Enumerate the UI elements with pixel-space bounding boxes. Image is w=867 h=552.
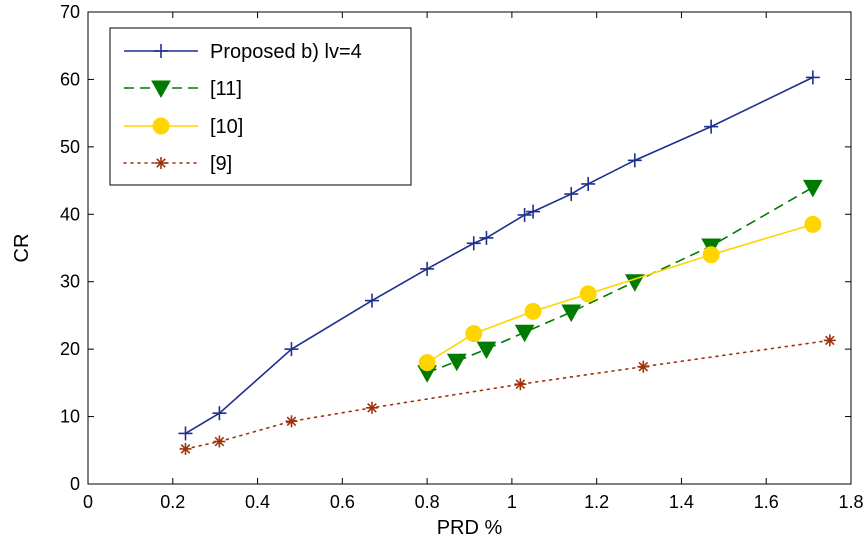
data-point-proposed-b-lv-4 <box>466 236 481 251</box>
legend: Proposed b) lv=4 [11] [10] [9] <box>109 27 412 186</box>
series-10 <box>418 215 822 372</box>
y-tick-label: 20 <box>60 339 80 359</box>
x-tick-label: 1.8 <box>838 492 863 512</box>
data-point-9 <box>366 401 379 414</box>
y-tick-label: 40 <box>60 204 80 224</box>
x-tick-label: 0.8 <box>415 492 440 512</box>
data-point-9 <box>213 435 226 448</box>
ticks-layer: 0 0.2 0.4 0.6 0.8 1 1.2 1.4 1.6 1.8 0 10 20 30 40 50 60 7… <box>60 2 864 512</box>
x-tick-label: 0.2 <box>160 492 185 512</box>
legend-entry-10: [10] <box>124 116 243 138</box>
legend-entry-9: [9] <box>123 153 232 175</box>
data-point-proposed-b-lv-4 <box>517 207 532 222</box>
data-point-10 <box>579 285 597 303</box>
data-point-9 <box>514 378 527 391</box>
y-tick-label: 60 <box>60 69 80 89</box>
series-9 <box>179 334 836 455</box>
y-tick-label: 70 <box>60 2 80 22</box>
data-point-9 <box>285 415 298 428</box>
data-point-9 <box>179 442 192 455</box>
y-tick-label: 50 <box>60 137 80 157</box>
data-point-11 <box>446 353 467 372</box>
data-point-proposed-b-lv-4 <box>805 70 820 85</box>
data-point-11 <box>514 324 535 343</box>
series-line-proposed-b-lv-4 <box>185 76 814 435</box>
x-tick-label: 1.4 <box>669 492 694 512</box>
x-tick-label: 1.6 <box>754 492 779 512</box>
data-point-11 <box>476 341 497 360</box>
y-axis-label: CR <box>11 234 33 263</box>
data-point-11 <box>624 274 645 292</box>
legend-label-11: [11] <box>210 78 242 100</box>
data-point-10 <box>804 215 822 233</box>
data-point-10 <box>702 246 720 264</box>
series-line-10 <box>426 223 814 364</box>
legend-marker-10 <box>152 117 170 135</box>
data-point-11 <box>561 304 582 323</box>
x-tick-label: 1 <box>507 492 517 512</box>
data-point-10 <box>418 354 436 372</box>
x-tick-label: 0.4 <box>245 492 270 512</box>
legend-entries: Proposed b) lv=4 [11] [10] [9] <box>123 41 362 175</box>
data-point-proposed-b-lv-4 <box>627 153 642 168</box>
x-axis-label: PRD % <box>437 517 503 539</box>
legend-box <box>109 27 412 186</box>
x-tick-label: 1.2 <box>584 492 609 512</box>
data-point-proposed-b-lv-4 <box>704 119 719 134</box>
data-point-proposed-b-lv-4 <box>526 204 541 219</box>
data-point-proposed-b-lv-4 <box>564 187 579 202</box>
data-point-proposed-b-lv-4 <box>178 426 193 441</box>
y-tick-label: 30 <box>60 272 80 292</box>
legend-entry-proposed-b-lv-4: Proposed b) lv=4 <box>124 41 362 63</box>
legend-marker-proposed-b-lv-4 <box>154 44 168 58</box>
data-point-proposed-b-lv-4 <box>212 406 227 421</box>
data-point-proposed-b-lv-4 <box>420 261 435 276</box>
y-tick-label: 0 <box>70 474 80 494</box>
series-proposed-b-lv-4 <box>178 70 820 441</box>
legend-label-9: [9] <box>210 153 232 175</box>
x-tick-label: 0 <box>83 492 93 512</box>
legend-label-proposed-b-lv-4: Proposed b) lv=4 <box>210 41 362 63</box>
legend-marker-11 <box>151 80 171 99</box>
data-point-10 <box>465 325 483 343</box>
legend-entry-11: [11] <box>124 78 242 100</box>
data-point-11 <box>802 179 823 198</box>
data-point-9 <box>637 360 650 373</box>
data-point-9 <box>823 334 836 347</box>
y-tick-label: 10 <box>60 407 80 427</box>
data-point-10 <box>524 302 542 320</box>
legend-marker-9 <box>155 157 167 169</box>
data-point-proposed-b-lv-4 <box>365 293 380 308</box>
data-point-proposed-b-lv-4 <box>581 176 596 191</box>
x-tick-label: 0.6 <box>330 492 355 512</box>
plot-frame <box>87 11 852 485</box>
data-point-proposed-b-lv-4 <box>479 230 494 245</box>
legend-label-10: [10] <box>210 116 243 138</box>
marks-layer <box>178 70 836 455</box>
data-point-proposed-b-lv-4 <box>284 342 299 357</box>
